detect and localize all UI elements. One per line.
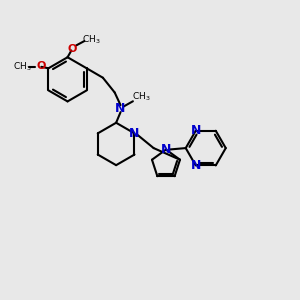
Text: N: N bbox=[129, 127, 140, 140]
Text: CH$_3$: CH$_3$ bbox=[132, 91, 151, 103]
Text: CH$_3$: CH$_3$ bbox=[13, 61, 31, 73]
Text: CH$_3$: CH$_3$ bbox=[82, 33, 101, 46]
Text: N: N bbox=[161, 143, 171, 156]
Text: N: N bbox=[116, 102, 126, 115]
Text: N: N bbox=[190, 159, 201, 172]
Text: O: O bbox=[36, 61, 46, 71]
Text: N: N bbox=[190, 124, 201, 137]
Text: O: O bbox=[67, 44, 77, 54]
